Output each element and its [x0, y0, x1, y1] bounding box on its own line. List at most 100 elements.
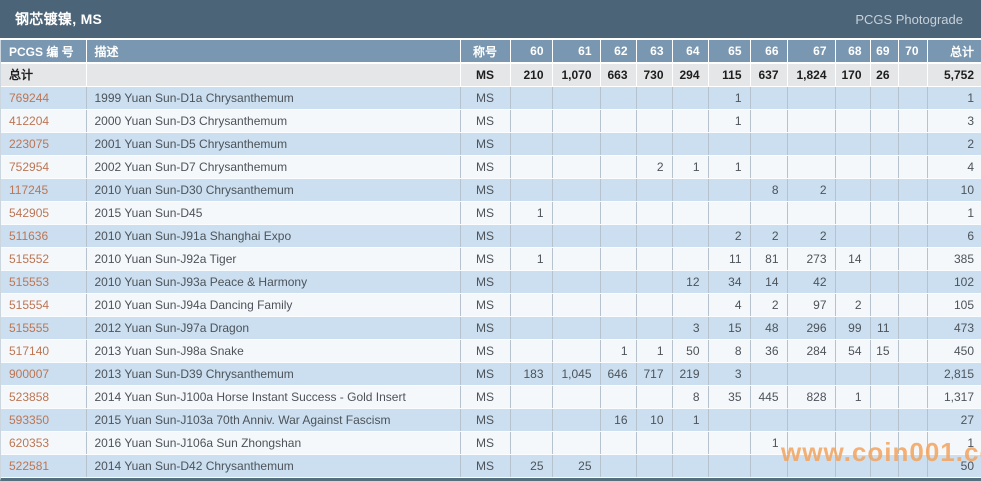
pcgs-number-cell: 523858 — [1, 385, 87, 409]
grade-cell — [870, 155, 899, 179]
pcgs-number-link[interactable]: 900007 — [9, 366, 50, 381]
grade-cell — [600, 132, 637, 156]
pcgs-number-link[interactable]: 511636 — [9, 228, 49, 243]
pcgs-number-link[interactable]: 752954 — [9, 159, 50, 174]
grade-cell — [870, 178, 899, 202]
grade-cell — [898, 408, 928, 432]
pcgs-photograde-link[interactable]: PCGS Photograde — [855, 11, 963, 27]
grade-cell — [898, 385, 928, 409]
grade-cell: 183 — [510, 362, 553, 386]
grade-cell — [636, 224, 673, 248]
pcgs-number-link[interactable]: 593350 — [9, 412, 50, 427]
header-grade-60: 60 — [510, 40, 553, 64]
grade-cell — [672, 86, 709, 110]
grade-cell — [898, 339, 928, 363]
grade-cell — [600, 224, 637, 248]
pcgs-number-cell: 769244 — [1, 86, 87, 110]
grade-cell: 42 — [787, 270, 836, 294]
coin-description: 2010 Yuan Sun-J94a Dancing Family — [86, 293, 461, 317]
grade-cell: 1 — [636, 339, 673, 363]
grade-cell — [552, 270, 601, 294]
grade-cell — [870, 431, 899, 455]
pcgs-number-link[interactable]: 542905 — [9, 205, 50, 220]
coin-description: 2013 Yuan Sun-D39 Chrysanthemum — [86, 362, 461, 386]
pcgs-number-link[interactable]: 620353 — [9, 435, 50, 450]
grade-cell: 8 — [672, 385, 709, 409]
grade-cell — [898, 132, 928, 156]
row-total: 105 — [927, 293, 981, 317]
pcgs-number-link[interactable]: 223075 — [9, 136, 50, 151]
coin-description: 2014 Yuan Sun-J100a Horse Instant Succes… — [86, 385, 461, 409]
grade-cell — [750, 155, 788, 179]
grade-cell — [510, 224, 553, 248]
grade-cell — [835, 86, 871, 110]
grade-cell — [600, 270, 637, 294]
grade-cell — [672, 201, 709, 225]
grade-cell: 15 — [708, 316, 751, 340]
grade-cell — [898, 431, 928, 455]
totals-label: 总计 — [1, 63, 87, 87]
table-row: 517140 2013 Yuan Sun-J98a Snake MS 1 1 50 8 36 2… — [1, 339, 981, 363]
grade-cell — [672, 247, 709, 271]
grade-cell — [552, 339, 601, 363]
totals-grade-cell: 115 — [708, 63, 751, 87]
grade-cell — [600, 178, 637, 202]
grade-cell: 11 — [708, 247, 751, 271]
row-total: 1,317 — [927, 385, 981, 409]
grade-cell — [600, 155, 637, 179]
grade-cell — [835, 431, 871, 455]
coin-description: 2010 Yuan Sun-J93a Peace & Harmony — [86, 270, 461, 294]
table-row: 769244 1999 Yuan Sun-D1a Chrysanthemum MS 1… — [1, 86, 981, 110]
header-description: 描述 — [86, 40, 461, 64]
grade-cell — [636, 201, 673, 225]
grade-cell: 12 — [672, 270, 709, 294]
grade-cell: 34 — [708, 270, 751, 294]
pcgs-number-link[interactable]: 515553 — [9, 274, 50, 289]
grade-cell: 1 — [835, 385, 871, 409]
pcgs-number-link[interactable]: 515552 — [9, 251, 50, 266]
grade-cell — [552, 132, 601, 156]
grade-cell — [750, 132, 788, 156]
grade-cell — [600, 109, 637, 133]
pcgs-number-link[interactable]: 523858 — [9, 389, 50, 404]
designation-cell: MS — [460, 408, 511, 432]
grade-cell: 2 — [708, 224, 751, 248]
grade-cell: 273 — [787, 247, 836, 271]
header-total: 总计 — [927, 40, 981, 64]
grade-cell — [750, 86, 788, 110]
designation-cell: MS — [460, 178, 511, 202]
grade-cell: 1 — [672, 155, 709, 179]
grade-cell — [552, 408, 601, 432]
grade-cell — [636, 86, 673, 110]
coin-description: 2015 Yuan Sun-D45 — [86, 201, 461, 225]
table-row: 223075 2001 Yuan Sun-D5 Chrysanthemum MS 2 — [1, 132, 981, 156]
grade-cell: 2 — [787, 224, 836, 248]
population-table: PCGS 编 号 描述 称号 60 61 62 63 64 65 66 67 68 69 70 总计 … — [1, 40, 981, 478]
coin-description: 2016 Yuan Sun-J106a Sun Zhongshan — [86, 431, 461, 455]
grade-cell — [750, 362, 788, 386]
grade-cell — [870, 247, 899, 271]
title-bar: 钢芯镀镍, MS PCGS Photograde — [0, 0, 981, 40]
grade-cell — [636, 293, 673, 317]
pcgs-number-link[interactable]: 769244 — [9, 90, 50, 105]
grade-cell — [510, 109, 553, 133]
row-total: 2,815 — [927, 362, 981, 386]
pcgs-number-link[interactable]: 515554 — [9, 297, 50, 312]
pcgs-number-link[interactable]: 515555 — [9, 320, 50, 335]
pcgs-number-cell: 752954 — [1, 155, 87, 179]
pcgs-number-link[interactable]: 522581 — [9, 458, 50, 473]
grade-cell — [787, 362, 836, 386]
pcgs-number-cell: 515552 — [1, 247, 87, 271]
grade-cell — [552, 155, 601, 179]
pcgs-number-link[interactable]: 517140 — [9, 343, 50, 358]
grade-cell — [870, 132, 899, 156]
grade-cell — [708, 201, 751, 225]
pcgs-number-cell: 542905 — [1, 201, 87, 225]
table-row: 593350 2015 Yuan Sun-J103a 70th Anniv. Wa… — [1, 408, 981, 432]
header-grade-64: 64 — [672, 40, 709, 64]
totals-grade-cell: 26 — [870, 63, 899, 87]
header-designation: 称号 — [460, 40, 511, 64]
grade-cell — [552, 86, 601, 110]
pcgs-number-link[interactable]: 117245 — [9, 182, 49, 197]
pcgs-number-link[interactable]: 412204 — [9, 113, 50, 128]
